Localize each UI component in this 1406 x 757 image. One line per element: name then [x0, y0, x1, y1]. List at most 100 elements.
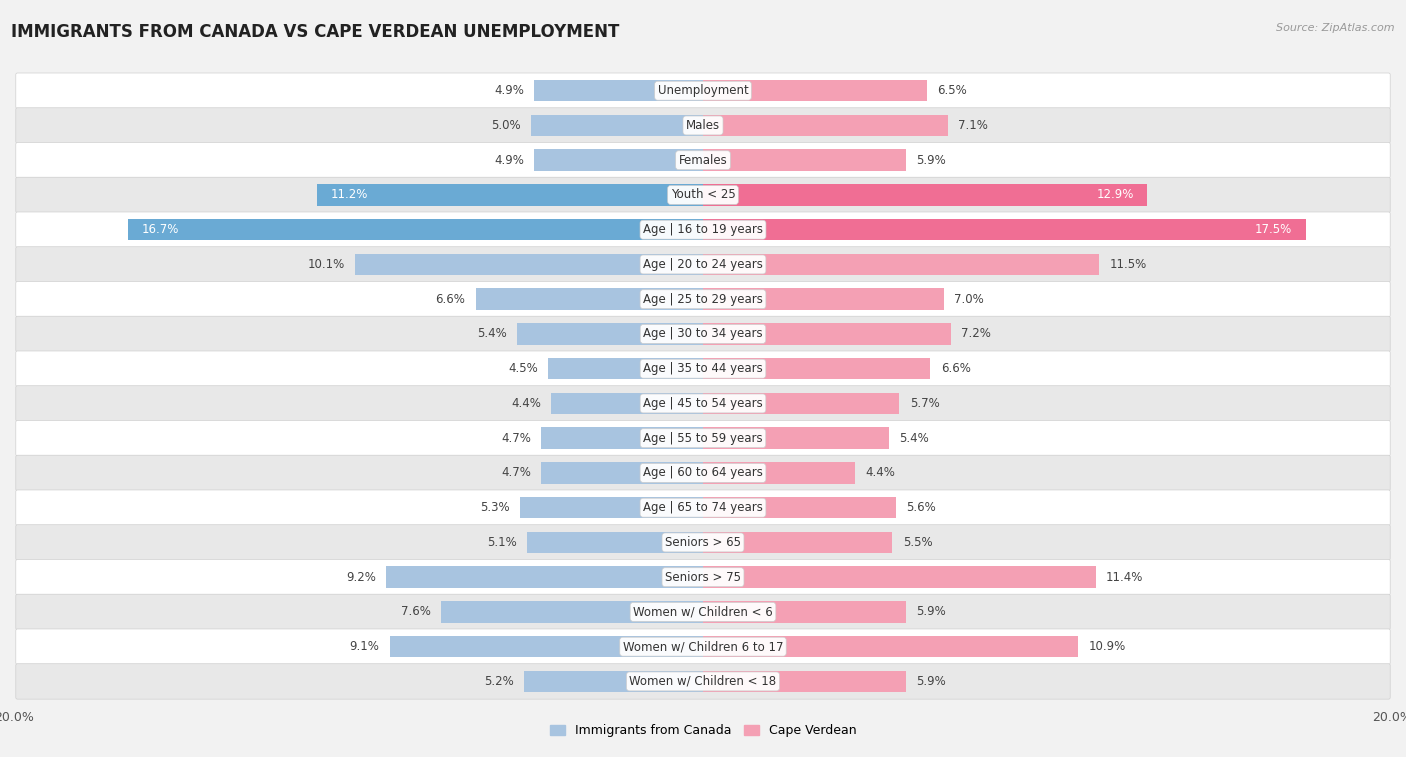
FancyBboxPatch shape — [15, 351, 1391, 386]
Bar — [703, 184, 1147, 206]
FancyBboxPatch shape — [15, 282, 1391, 317]
Bar — [703, 149, 907, 171]
Bar — [475, 288, 703, 310]
Text: Unemployment: Unemployment — [658, 84, 748, 97]
Bar — [703, 566, 1095, 588]
Text: Women w/ Children < 18: Women w/ Children < 18 — [630, 675, 776, 688]
Bar — [703, 601, 907, 623]
Bar — [703, 463, 855, 484]
Text: Age | 65 to 74 years: Age | 65 to 74 years — [643, 501, 763, 514]
FancyBboxPatch shape — [15, 386, 1391, 421]
Text: Females: Females — [679, 154, 727, 167]
Text: Age | 45 to 54 years: Age | 45 to 54 years — [643, 397, 763, 410]
Text: Women w/ Children < 6: Women w/ Children < 6 — [633, 606, 773, 618]
Text: 4.9%: 4.9% — [494, 154, 524, 167]
Text: 5.6%: 5.6% — [907, 501, 936, 514]
Text: Age | 25 to 29 years: Age | 25 to 29 years — [643, 293, 763, 306]
Bar — [534, 149, 703, 171]
FancyBboxPatch shape — [15, 490, 1391, 525]
FancyBboxPatch shape — [15, 177, 1391, 213]
Text: 4.4%: 4.4% — [865, 466, 894, 479]
Text: Age | 60 to 64 years: Age | 60 to 64 years — [643, 466, 763, 479]
Text: 6.6%: 6.6% — [941, 362, 970, 375]
Bar — [441, 601, 703, 623]
Text: Women w/ Children 6 to 17: Women w/ Children 6 to 17 — [623, 640, 783, 653]
Text: 5.3%: 5.3% — [481, 501, 510, 514]
Bar — [541, 428, 703, 449]
Bar — [520, 497, 703, 519]
Bar — [128, 219, 703, 241]
Text: 5.0%: 5.0% — [491, 119, 520, 132]
Text: Age | 55 to 59 years: Age | 55 to 59 years — [643, 431, 763, 444]
Text: 11.5%: 11.5% — [1109, 258, 1147, 271]
Bar — [517, 323, 703, 344]
Text: Males: Males — [686, 119, 720, 132]
FancyBboxPatch shape — [15, 455, 1391, 491]
Text: Seniors > 75: Seniors > 75 — [665, 571, 741, 584]
Text: 5.9%: 5.9% — [917, 606, 946, 618]
Bar — [703, 288, 945, 310]
Bar — [548, 358, 703, 379]
Bar — [703, 428, 889, 449]
Bar — [703, 323, 950, 344]
Bar — [541, 463, 703, 484]
Text: 6.5%: 6.5% — [938, 84, 967, 97]
Text: 17.5%: 17.5% — [1254, 223, 1292, 236]
Bar — [524, 671, 703, 692]
Text: Seniors > 65: Seniors > 65 — [665, 536, 741, 549]
Text: 9.1%: 9.1% — [349, 640, 380, 653]
Text: 16.7%: 16.7% — [142, 223, 179, 236]
FancyBboxPatch shape — [15, 247, 1391, 282]
Text: 12.9%: 12.9% — [1097, 188, 1133, 201]
Bar — [703, 219, 1306, 241]
Text: 11.4%: 11.4% — [1107, 571, 1143, 584]
Text: 5.7%: 5.7% — [910, 397, 939, 410]
Text: 11.2%: 11.2% — [330, 188, 368, 201]
Text: Source: ZipAtlas.com: Source: ZipAtlas.com — [1277, 23, 1395, 33]
Text: 5.9%: 5.9% — [917, 675, 946, 688]
FancyBboxPatch shape — [15, 73, 1391, 108]
Bar — [527, 531, 703, 553]
Bar — [703, 254, 1099, 276]
Text: 7.0%: 7.0% — [955, 293, 984, 306]
Bar — [703, 115, 948, 136]
FancyBboxPatch shape — [15, 559, 1391, 595]
Bar — [534, 80, 703, 101]
Text: Age | 35 to 44 years: Age | 35 to 44 years — [643, 362, 763, 375]
Text: 4.4%: 4.4% — [512, 397, 541, 410]
Text: 9.2%: 9.2% — [346, 571, 375, 584]
Text: Youth < 25: Youth < 25 — [671, 188, 735, 201]
Text: Age | 20 to 24 years: Age | 20 to 24 years — [643, 258, 763, 271]
Text: 5.9%: 5.9% — [917, 154, 946, 167]
Bar — [356, 254, 703, 276]
FancyBboxPatch shape — [15, 212, 1391, 248]
Bar — [389, 636, 703, 657]
Text: 4.7%: 4.7% — [501, 431, 531, 444]
Bar — [531, 115, 703, 136]
Text: 7.2%: 7.2% — [962, 328, 991, 341]
Bar — [703, 80, 927, 101]
Bar — [551, 393, 703, 414]
Bar — [387, 566, 703, 588]
Text: 10.1%: 10.1% — [308, 258, 344, 271]
Text: IMMIGRANTS FROM CANADA VS CAPE VERDEAN UNEMPLOYMENT: IMMIGRANTS FROM CANADA VS CAPE VERDEAN U… — [11, 23, 620, 41]
FancyBboxPatch shape — [15, 664, 1391, 699]
Text: 5.4%: 5.4% — [900, 431, 929, 444]
Bar — [703, 358, 931, 379]
Text: 5.1%: 5.1% — [488, 536, 517, 549]
Text: Age | 30 to 34 years: Age | 30 to 34 years — [643, 328, 763, 341]
Text: 7.6%: 7.6% — [401, 606, 430, 618]
Bar — [703, 531, 893, 553]
Text: 4.5%: 4.5% — [508, 362, 537, 375]
Text: 4.9%: 4.9% — [494, 84, 524, 97]
Text: 5.5%: 5.5% — [903, 536, 932, 549]
FancyBboxPatch shape — [15, 107, 1391, 143]
Text: Age | 16 to 19 years: Age | 16 to 19 years — [643, 223, 763, 236]
Text: 5.2%: 5.2% — [484, 675, 513, 688]
Bar — [703, 497, 896, 519]
Bar — [318, 184, 703, 206]
Bar — [703, 671, 907, 692]
Text: 7.1%: 7.1% — [957, 119, 988, 132]
Text: 4.7%: 4.7% — [501, 466, 531, 479]
FancyBboxPatch shape — [15, 594, 1391, 630]
